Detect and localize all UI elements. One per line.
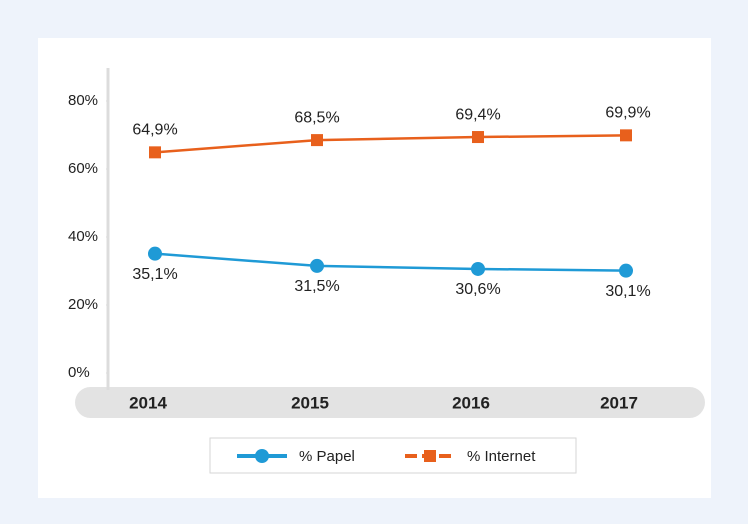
legend-marker [424,450,436,462]
x-axis-band [75,387,705,418]
y-tick-label: 40% [68,228,98,245]
x-tick-label: 2017 [600,393,638,412]
legend-label: % Internet [467,448,536,465]
marker [620,129,632,142]
x-tick-label: 2016 [452,393,490,412]
y-tick-label: 60% [68,160,98,177]
y-tick-label: 20% [68,296,98,313]
data-label: 68,5% [294,109,339,126]
data-label: 35,1% [132,266,177,283]
data-label: 69,9% [605,105,650,122]
marker [472,131,484,144]
marker [311,134,323,147]
x-tick-label: 2015 [291,393,329,412]
series-line [154,252,627,272]
data-label: 30,6% [455,281,500,298]
legend-label: % Papel [299,448,355,465]
legend-marker [255,449,269,463]
marker [310,258,324,273]
marker [148,246,162,261]
y-tick-label: 80% [68,92,98,109]
data-label: 31,5% [294,278,339,295]
data-label: 69,4% [455,106,500,123]
data-label: 64,9% [132,122,177,139]
series-line [154,134,627,154]
marker [619,263,633,278]
x-tick-label: 2014 [129,393,167,412]
data-label: 30,1% [605,283,650,300]
marker [471,261,485,276]
y-tick-label: 0% [68,364,90,381]
marker [149,146,161,159]
